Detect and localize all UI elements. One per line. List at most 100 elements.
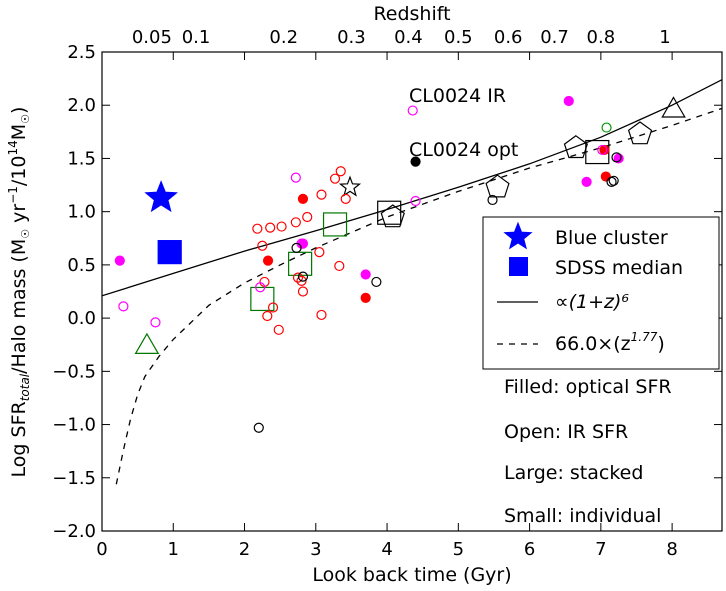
circle-marker — [262, 310, 273, 322]
y-tick-label: −1.0 — [52, 415, 96, 436]
circle-marker — [597, 144, 608, 156]
top-tick-label: 0.7 — [540, 27, 569, 48]
circle-marker — [297, 238, 309, 249]
fit-curves — [102, 79, 722, 485]
triangle-marker — [661, 96, 686, 118]
circle-marker — [297, 193, 309, 204]
circle-marker — [265, 222, 276, 233]
circle-marker — [314, 247, 325, 258]
circle-marker — [252, 223, 263, 234]
circle-marker — [581, 176, 592, 187]
circle-marker — [601, 122, 612, 133]
note-small: Small: individual — [504, 505, 661, 527]
plot-frame — [101, 51, 723, 532]
x-axis: 0 1 2 3 4 5 6 7 8 — [96, 52, 678, 560]
top-axis: 0.05 0.1 0.2 0.3 0.4 0.5 0.6 0.7 0.8 1 — [132, 27, 671, 48]
note-filled: Filled: optical SFR — [504, 376, 672, 398]
star-marker — [338, 175, 362, 197]
circle-marker — [267, 302, 279, 313]
circle-marker — [302, 211, 313, 223]
square-marker — [250, 286, 275, 312]
circle-marker — [608, 175, 619, 186]
top-axis-label: Redshift — [373, 3, 450, 25]
square-marker — [288, 251, 313, 276]
legend-label-redshift-fit: 66.0×(z1.77) — [555, 330, 665, 355]
x-tick-label: 8 — [666, 539, 677, 560]
circle-marker — [255, 282, 266, 293]
y-tick-label: −1.5 — [52, 468, 96, 489]
top-tick-label: 0.6 — [494, 27, 523, 48]
circle-marker — [316, 309, 327, 321]
x-tick-label: 1 — [168, 539, 179, 560]
x-tick-label: 5 — [453, 539, 464, 560]
circle-marker — [563, 95, 574, 107]
star-marker — [144, 180, 178, 213]
circle-marker — [297, 271, 309, 282]
top-tick-label: 0.8 — [587, 27, 616, 48]
circle-marker — [262, 255, 274, 266]
circle-marker — [329, 173, 341, 184]
circle-marker — [273, 324, 284, 335]
circle-marker — [292, 272, 304, 283]
square-marker — [322, 212, 348, 237]
triangle-marker — [134, 332, 160, 354]
circle-marker — [257, 240, 268, 251]
pentagon-marker — [563, 135, 589, 159]
top-tick-label: 0.2 — [269, 27, 298, 48]
pentagon-marker — [627, 121, 653, 145]
square-marker — [157, 240, 182, 265]
note-large: Large: stacked — [504, 462, 643, 484]
circle-marker — [371, 276, 382, 288]
circle-marker — [606, 176, 617, 187]
y-tick-label: −2.0 — [52, 521, 96, 542]
y-tick-label: 2.0 — [67, 95, 96, 116]
note-open: Open: IR SFR — [504, 421, 628, 443]
x-tick-label: 4 — [381, 539, 392, 560]
pentagon-marker — [485, 174, 510, 198]
x-tick-label: 7 — [595, 539, 606, 560]
annotation-cl0024-opt: CL0024 opt — [409, 139, 518, 161]
legend: Blue cluster SDSS median ∝(1+z)⁶ 66.0×(z… — [482, 216, 720, 370]
circle-marker — [335, 166, 346, 177]
top-tick-label: 0.05 — [132, 27, 172, 48]
data-points — [114, 95, 686, 433]
legend-square-marker — [509, 257, 528, 276]
legend-label-sdss-median: SDSS median — [555, 257, 683, 279]
circle-marker — [334, 260, 345, 272]
y-axis-label: Log SFRtotal/Halo mass (M☉ yr−1/1014M☉) — [6, 107, 32, 478]
circle-marker — [114, 255, 125, 266]
y-tick-label: 0.0 — [67, 308, 96, 329]
circle-marker — [297, 286, 309, 297]
y-tick-label: 1.5 — [67, 148, 96, 169]
circle-marker — [290, 217, 301, 228]
annotation-cl0024-ir: CL0024 IR — [409, 85, 506, 107]
circle-marker — [487, 194, 498, 206]
x-tick-label: 0 — [96, 539, 107, 560]
circle-marker — [599, 144, 610, 156]
circle-marker — [316, 189, 327, 200]
pentagon-marker — [380, 204, 405, 228]
legend-star-marker — [503, 221, 533, 250]
square-marker — [377, 200, 402, 225]
top-tick-label: 0.5 — [444, 27, 473, 48]
circle-marker — [410, 156, 421, 167]
circle-marker — [150, 317, 161, 328]
circle-marker — [360, 269, 371, 280]
y-axis: −2.0 −1.5 −1.0 −0.5 0.0 0.5 1.0 1.5 2.0 2.5 — [52, 42, 722, 542]
circle-marker — [340, 193, 351, 204]
x-tick-label: 3 — [310, 539, 321, 560]
y-tick-label: −0.5 — [52, 361, 96, 382]
circle-marker — [360, 292, 371, 303]
x-tick-label: 2 — [239, 539, 250, 560]
circle-marker — [611, 152, 622, 163]
circle-marker — [296, 275, 307, 286]
circle-marker — [410, 195, 421, 207]
top-tick-label: 0.4 — [394, 27, 423, 48]
x-axis-label: Look back time (Gyr) — [312, 564, 511, 586]
circle-marker — [276, 221, 287, 232]
top-tick-label: 1 — [659, 27, 670, 48]
circle-marker — [253, 422, 264, 433]
legend-label-power-law: ∝(1+z)⁶ — [555, 291, 629, 313]
top-tick-label: 0.1 — [182, 27, 211, 48]
